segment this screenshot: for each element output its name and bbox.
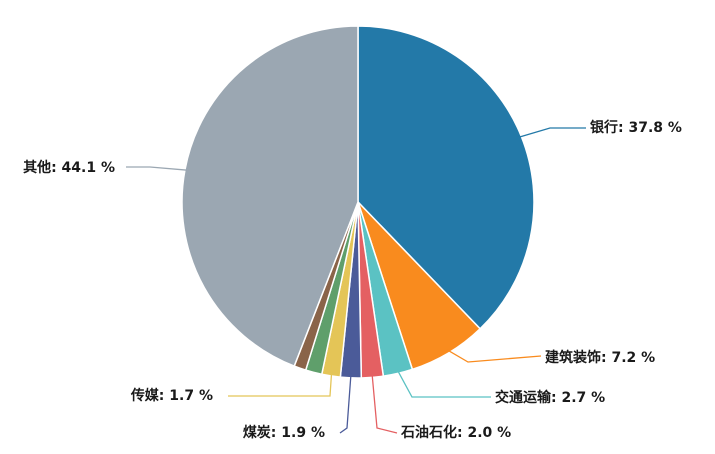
leader-line-1 (446, 348, 542, 363)
slice-label-0: 银行: 37.8 % (590, 119, 682, 136)
leader-line-4 (339, 373, 352, 434)
pie-slices (181, 25, 535, 379)
leader-line-3 (371, 373, 398, 434)
leader-line-0 (517, 127, 586, 139)
slice-label-3: 石油石化: 2.0 % (400, 424, 511, 441)
slice-label-5: 传媒: 1.7 % (130, 387, 213, 404)
leader-line-8 (126, 166, 190, 171)
leader-line-2 (396, 369, 491, 398)
slice-labels: 银行: 37.8 % 建筑装饰: 7.2 % 交通运输: 2.7 % 石油石化: 2.… (23, 119, 682, 441)
slice-label-8: 其他: 44.1 % (23, 159, 115, 176)
leader-lines (126, 127, 586, 434)
slice-label-2: 交通运输: 2.7 % (495, 389, 605, 406)
slice-label-4: 煤炭: 1.9 % (243, 424, 325, 441)
leader-line-5 (228, 371, 333, 397)
slice-label-1: 建筑装饰: 7.2 % (545, 349, 655, 366)
